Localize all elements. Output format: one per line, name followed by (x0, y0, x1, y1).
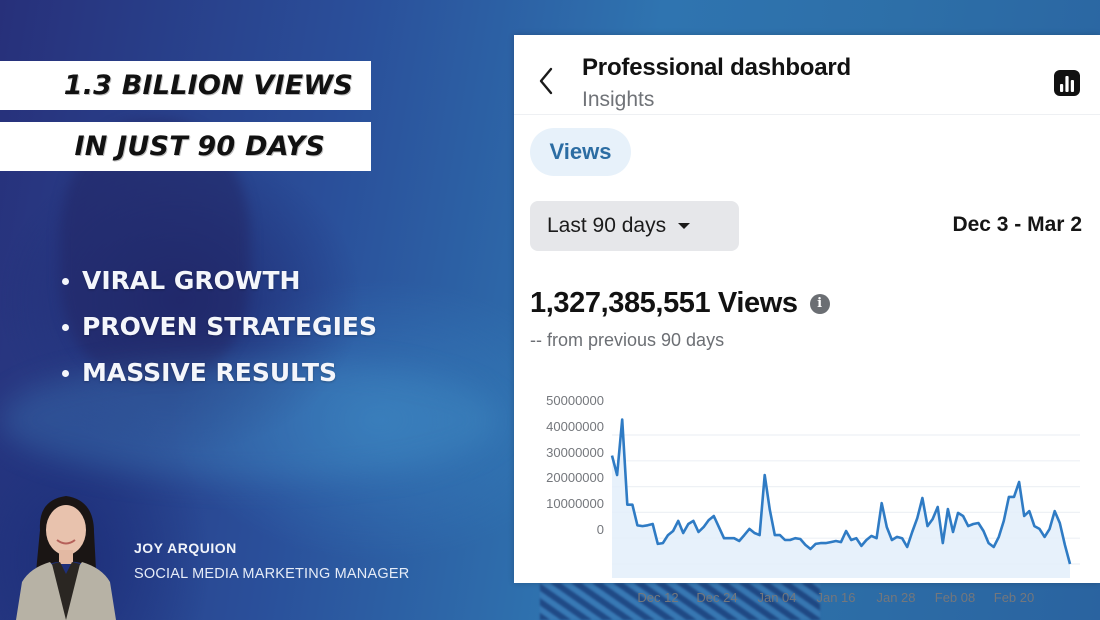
headline-line-2: IN JUST 90 DAYS (74, 131, 325, 162)
x-tick: Jan 28 (876, 590, 916, 605)
views-line-chart (610, 418, 1080, 578)
comparison-text: -- from previous 90 days (530, 330, 725, 350)
y-tick: 20000000 (546, 470, 604, 485)
background-glow (0, 360, 500, 480)
page-title: Professional dashboard (582, 54, 851, 81)
benefit-item: VIRAL GROWTH (62, 258, 377, 304)
date-range-dropdown[interactable]: Last 90 days (530, 201, 739, 251)
benefit-list: VIRAL GROWTH PROVEN STRATEGIES MASSIVE R… (62, 258, 377, 396)
info-icon[interactable]: i (809, 293, 830, 314)
y-tick: 50000000 (546, 393, 604, 408)
caret-down-icon (678, 223, 691, 229)
presenter-name: JOY ARQUION (134, 540, 237, 556)
bullet-icon (62, 277, 69, 285)
y-tick: 10000000 (546, 496, 604, 511)
views-chart: 50000000 40000000 30000000 20000000 1000… (514, 375, 1100, 605)
back-button[interactable] (534, 65, 558, 97)
insights-button[interactable] (1053, 69, 1081, 97)
bar-chart-icon (1054, 70, 1080, 96)
headline-banner-1: 1.3 BILLION VIEWS (0, 61, 371, 110)
dashboard-card: Professional dashboard Insights Views La… (514, 35, 1100, 605)
x-tick: Dec 12 (637, 590, 679, 605)
total-views: 1,327,385,551 Views i (530, 287, 830, 320)
date-range-text: Dec 3 - Mar 2 (952, 213, 1082, 236)
total-views-value: 1,327,385,551 Views (530, 287, 798, 319)
presenter-title: SOCIAL MEDIA MARKETING MANAGER (134, 566, 410, 582)
headline-line-1: 1.3 BILLION VIEWS (63, 70, 353, 101)
tab-views[interactable]: Views (530, 128, 631, 176)
page-subtitle: Insights (582, 88, 655, 111)
x-tick: Feb 20 (993, 590, 1035, 605)
presenter-avatar (10, 490, 122, 620)
x-tick: Jan 04 (757, 590, 797, 605)
benefit-item: PROVEN STRATEGIES (62, 304, 377, 350)
x-tick: Dec 24 (696, 590, 738, 605)
bullet-icon (62, 369, 69, 377)
bullet-icon (62, 323, 69, 331)
chevron-left-icon (539, 67, 553, 95)
x-tick: Feb 08 (934, 590, 976, 605)
benefit-item: MASSIVE RESULTS (62, 350, 377, 396)
x-tick: Jan 16 (816, 590, 856, 605)
headline-banner-2: IN JUST 90 DAYS (0, 122, 371, 171)
background-keyboard (540, 583, 820, 620)
dashboard-header: Professional dashboard Insights (514, 35, 1100, 115)
date-range-dropdown-label: Last 90 days (547, 214, 667, 237)
y-tick: 40000000 (546, 419, 604, 434)
y-tick: 30000000 (546, 445, 604, 460)
y-tick: 0 (596, 522, 604, 537)
